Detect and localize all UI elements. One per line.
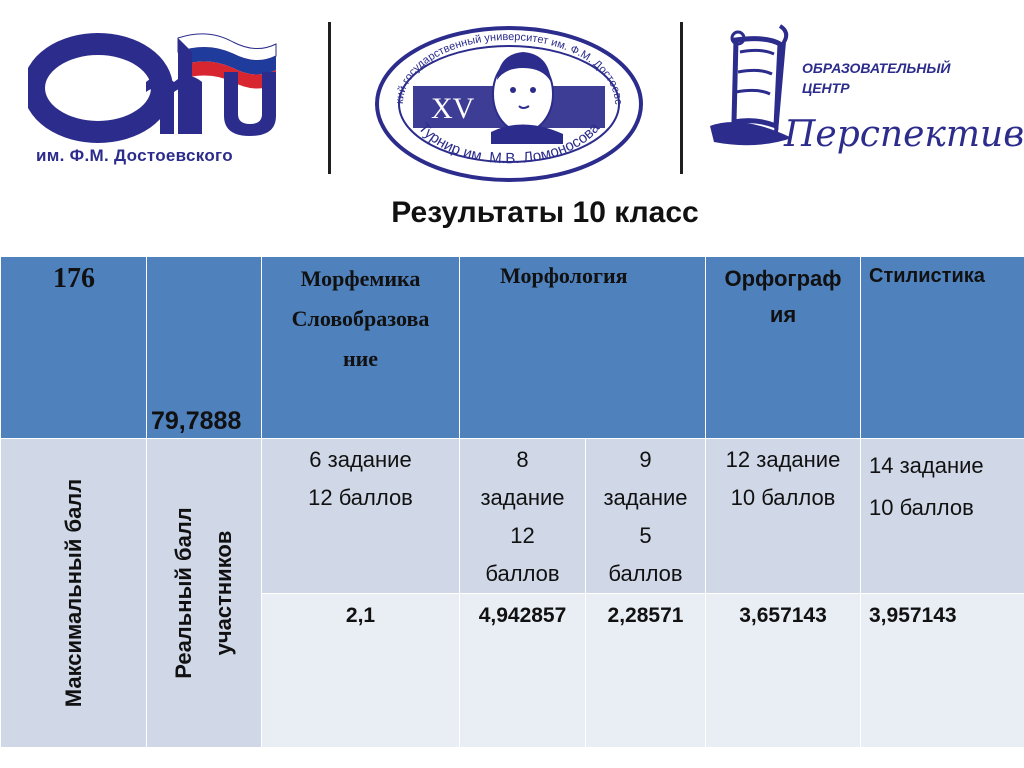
- logo-divider: [328, 22, 331, 174]
- task-cell: 8 задание 12 баллов: [459, 438, 586, 594]
- logo-divider: [680, 22, 683, 174]
- omgu-emblem-icon: [23, 33, 277, 143]
- header-morfemika: Морфемика Словобразова ние: [261, 256, 460, 439]
- task-cell: 9 задание 5 баллов: [585, 438, 706, 594]
- header-stilistika: Стилистика: [860, 256, 1024, 439]
- page-title: Результаты 10 класс: [391, 196, 699, 229]
- perspektiva-logo: ОБРАЗОВАТЕЛЬНЫЙ ЦЕНТР Перспектива: [706, 22, 1024, 172]
- header-stilistika-label: Стилистика: [869, 265, 985, 287]
- real-score-label-line: Реальный балл: [171, 507, 196, 679]
- header-morfologiya-label: Морфология: [500, 263, 628, 288]
- task-cell: 14 задание 10 баллов: [860, 438, 1024, 594]
- header-morfemika-line: Морфемика: [300, 266, 421, 291]
- header-count-cell: 176: [0, 256, 147, 439]
- table-row: Максимальный балл Реальный балл участник…: [0, 438, 1024, 748]
- task-text: 9: [639, 447, 652, 472]
- header-morfemika-line: Словобразова: [291, 306, 430, 331]
- task-text: 8: [516, 447, 529, 472]
- task-text: баллов: [608, 561, 683, 586]
- logo-bar: им. Ф.М. Достоевского Омский государстве…: [0, 0, 1024, 190]
- table-header-row: 176 79,7888 Морфемика Словобразова ние М…: [0, 256, 1024, 439]
- header-orfografiya-line: Орфограф: [724, 266, 842, 291]
- header-morfologiya: Морфология: [459, 256, 706, 439]
- perspektiva-line1: ОБРАЗОВАТЕЛЬНЫЙ: [802, 60, 951, 76]
- task-cell: 12 задание 10 баллов: [705, 438, 861, 594]
- perspektiva-line2: ЦЕНТР: [802, 80, 850, 96]
- task-text: задание: [480, 485, 565, 510]
- value-cell: 3,657143: [705, 593, 861, 748]
- task-text: 6 задание: [309, 447, 412, 472]
- result-value: 2,28571: [607, 604, 684, 627]
- average-score: 79,7888: [151, 407, 242, 435]
- result-value: 3,657143: [739, 604, 827, 627]
- result-value: 2,1: [345, 604, 376, 627]
- participants-count: 176: [53, 263, 95, 294]
- header-orfografiya: Орфограф ия: [705, 256, 861, 439]
- real-score-label-cell: Реальный балл участников: [146, 438, 262, 748]
- perspektiva-brand: Перспектива: [784, 114, 1024, 155]
- task-cell: 6 задание 12 баллов: [261, 438, 460, 594]
- header-average-cell: 79,7888: [146, 256, 262, 439]
- results-table: 176 79,7888 Морфемика Словобразова ние М…: [0, 256, 1024, 748]
- omgu-logo: им. Ф.М. Достоевского: [23, 30, 288, 170]
- task-text: 12 баллов: [308, 485, 413, 510]
- value-cell: 2,28571: [585, 593, 706, 748]
- task-text: 10 баллов: [730, 485, 836, 510]
- ship-icon: [710, 24, 792, 146]
- result-value: 3,957143: [869, 604, 957, 627]
- value-cell: 4,942857: [459, 593, 586, 748]
- header-morfemika-line: ние: [342, 346, 379, 371]
- result-value: 4,942857: [478, 604, 567, 627]
- seal-numeral: XV: [431, 92, 475, 125]
- task-text: 14 задание: [869, 453, 984, 478]
- table-row: 2,1 4,942857 2,28571 3,657143 3,957143: [1, 593, 1024, 748]
- value-cell: 3,957143: [860, 593, 1024, 748]
- omgu-caption: им. Ф.М. Достоевского: [36, 146, 233, 165]
- task-text: баллов: [485, 561, 560, 586]
- header-orfografiya-line: ия: [769, 302, 797, 327]
- task-text: 12: [510, 523, 535, 548]
- lomonosov-seal: Омский государственный университет им. Ф…: [369, 15, 645, 184]
- task-text: 5: [639, 523, 652, 548]
- max-score-label-cell: Максимальный балл: [0, 438, 147, 748]
- lomonosov-seal-icon: Омский государственный университет им. Ф…: [369, 15, 643, 182]
- task-text: 10 баллов: [869, 495, 974, 520]
- value-cell: 2,1: [261, 593, 460, 748]
- task-text: 12 задание: [725, 447, 841, 472]
- task-text: задание: [603, 485, 688, 510]
- real-score-label-line: участников: [211, 530, 236, 656]
- max-score-label: Максимальный балл: [60, 478, 86, 708]
